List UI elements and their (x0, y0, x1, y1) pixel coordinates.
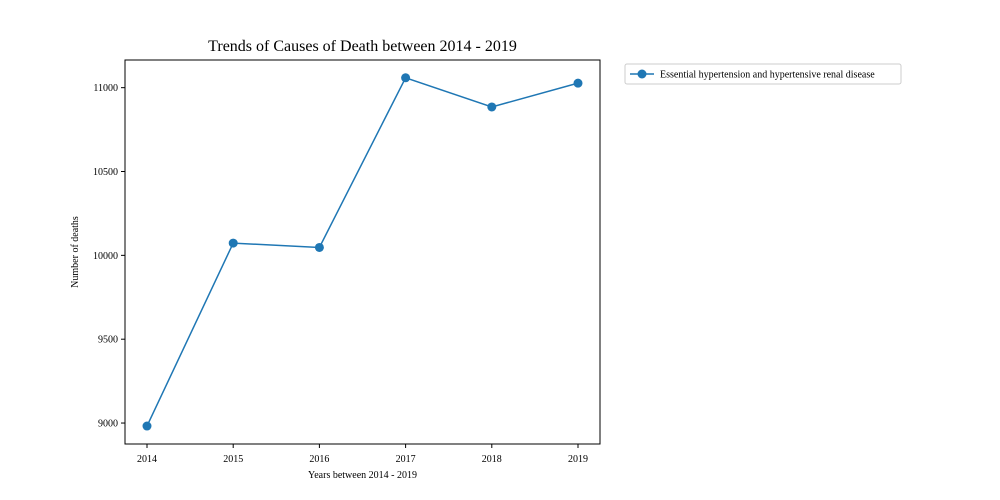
legend-entry-label: Essential hypertension and hypertensive … (660, 70, 875, 81)
x-tick-label: 2017 (396, 454, 416, 465)
chart-title: Trends of Causes of Death between 2014 -… (208, 38, 517, 55)
data-point (228, 238, 238, 248)
legend-marker-swatch (637, 69, 647, 79)
data-point (487, 102, 497, 112)
x-tick-label: 2015 (223, 454, 243, 465)
series-layer (142, 73, 583, 431)
data-point (573, 78, 583, 88)
y-axis: 9000 9500 10000 10500 11000 (93, 83, 125, 430)
legend-box (624, 63, 902, 85)
y-tick-label: 9500 (98, 335, 118, 346)
y-axis-label: Number of deaths (70, 216, 81, 288)
data-point (142, 421, 152, 431)
y-tick-label: 11000 (93, 83, 118, 94)
x-axis-label: Years between 2014 - 2019 (308, 470, 417, 481)
y-tick-label: 9000 (98, 419, 118, 430)
x-tick-label: 2019 (568, 454, 588, 465)
x-tick-label: 2018 (482, 454, 502, 465)
x-axis: 2014 2015 2016 2017 2018 2019 (137, 444, 588, 465)
series-line (146, 76, 579, 427)
y-tick-label: 10000 (93, 251, 118, 262)
legend: Essential hypertension and hypertensive … (624, 63, 902, 85)
data-point (401, 73, 411, 83)
x-tick-label: 2014 (137, 454, 157, 465)
plot-area-frame (124, 59, 601, 445)
y-tick-label: 10500 (93, 167, 118, 178)
data-point (314, 242, 324, 252)
x-tick-label: 2016 (309, 454, 329, 465)
